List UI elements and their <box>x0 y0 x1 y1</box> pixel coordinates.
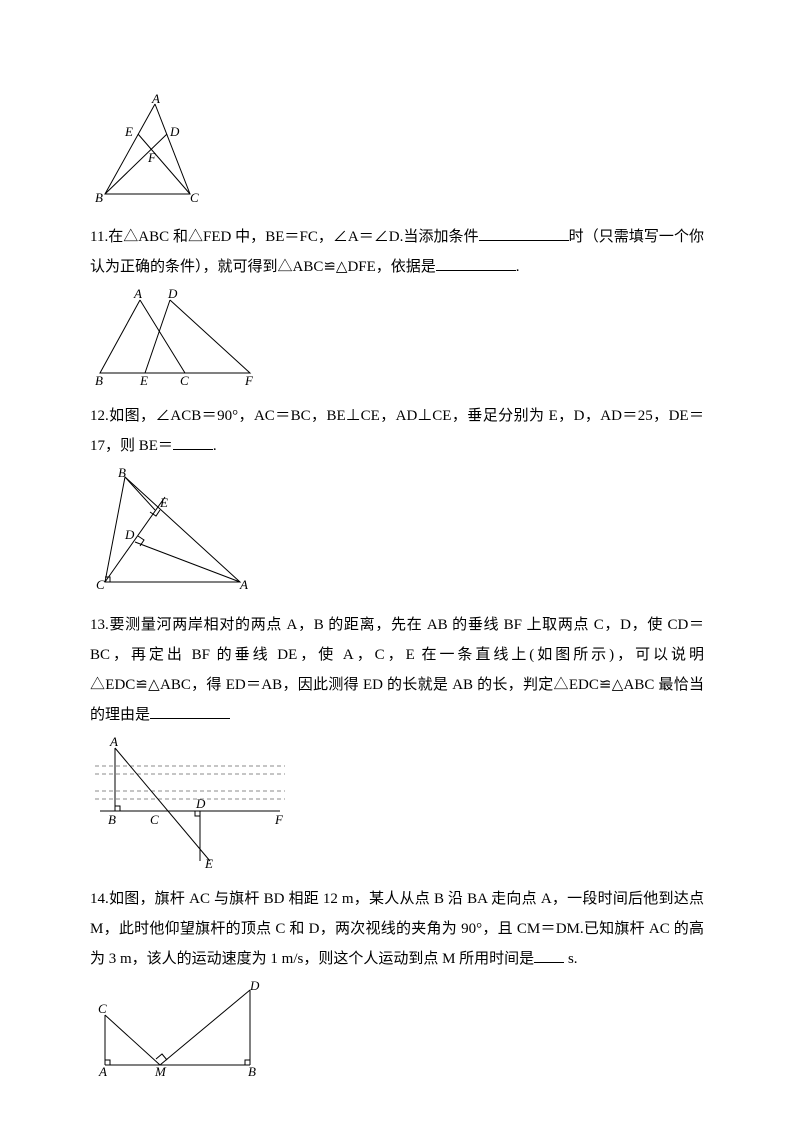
p14-blank <box>534 946 564 964</box>
label-F: F <box>244 373 254 388</box>
label-A: A <box>109 736 118 749</box>
problem-11: 11.在△ABC 和△FED 中，BE＝FC，∠A＝∠D.当添加条件时（只需填写… <box>90 222 704 282</box>
label-C: C <box>98 1001 107 1016</box>
label-M: M <box>154 1064 167 1079</box>
label-B: B <box>108 812 116 827</box>
problem-13: 13.要测量河两岸相对的两点 A，B 的距离，先在 AB 的垂线 BF 上取两点… <box>90 610 704 730</box>
label-D: D <box>124 527 135 542</box>
label-D: D <box>249 980 260 993</box>
problem-14: 14.如图，旗杆 AC 与旗杆 BD 相距 12 m，某人从点 B 沿 BA 走… <box>90 884 704 974</box>
figure-12: B E D C A <box>90 467 704 602</box>
figure-11: A D B E C F <box>90 288 704 393</box>
label-C: C <box>96 577 105 592</box>
problem-12: 12.如图，∠ACB＝90°，AC＝BC，BE⊥CE，AD⊥CE，垂足分别为 E… <box>90 401 704 461</box>
label-C: C <box>150 812 159 827</box>
p11-text-c: . <box>516 259 520 275</box>
label-E: E <box>124 124 133 139</box>
label-C: C <box>180 373 189 388</box>
p11-text-a: 11.在△ABC 和△FED 中，BE＝FC，∠A＝∠D.当添加条件 <box>90 229 479 245</box>
label-F: F <box>147 150 157 165</box>
p11-blank-1 <box>479 224 569 242</box>
p14-text-a: 14.如图，旗杆 AC 与旗杆 BD 相距 12 m，某人从点 B 沿 BA 走… <box>90 891 704 967</box>
label-B: B <box>118 467 126 480</box>
label-F: F <box>274 812 284 827</box>
figure-13: A B C D F E <box>90 736 704 876</box>
label-A: A <box>98 1064 107 1079</box>
label-B: B <box>95 190 103 205</box>
label-D: D <box>195 796 206 811</box>
label-E: E <box>139 373 148 388</box>
label-C: C <box>190 190 199 205</box>
label-D: D <box>167 288 178 301</box>
p13-blank <box>150 702 230 720</box>
label-A: A <box>239 577 248 592</box>
p11-blank-2 <box>436 254 516 272</box>
label-D: D <box>169 124 180 139</box>
label-E: E <box>204 856 213 871</box>
label-B: B <box>95 373 103 388</box>
figure-14: C D A M B <box>90 980 704 1085</box>
label-B: B <box>248 1064 256 1079</box>
label-A: A <box>151 94 160 106</box>
label-A: A <box>133 288 142 301</box>
p14-text-b: s. <box>568 951 578 967</box>
p12-text-b: . <box>213 438 217 454</box>
figure-top-triangle: A B C E D F <box>90 94 704 214</box>
label-E: E <box>159 495 168 510</box>
p12-blank <box>173 433 213 451</box>
